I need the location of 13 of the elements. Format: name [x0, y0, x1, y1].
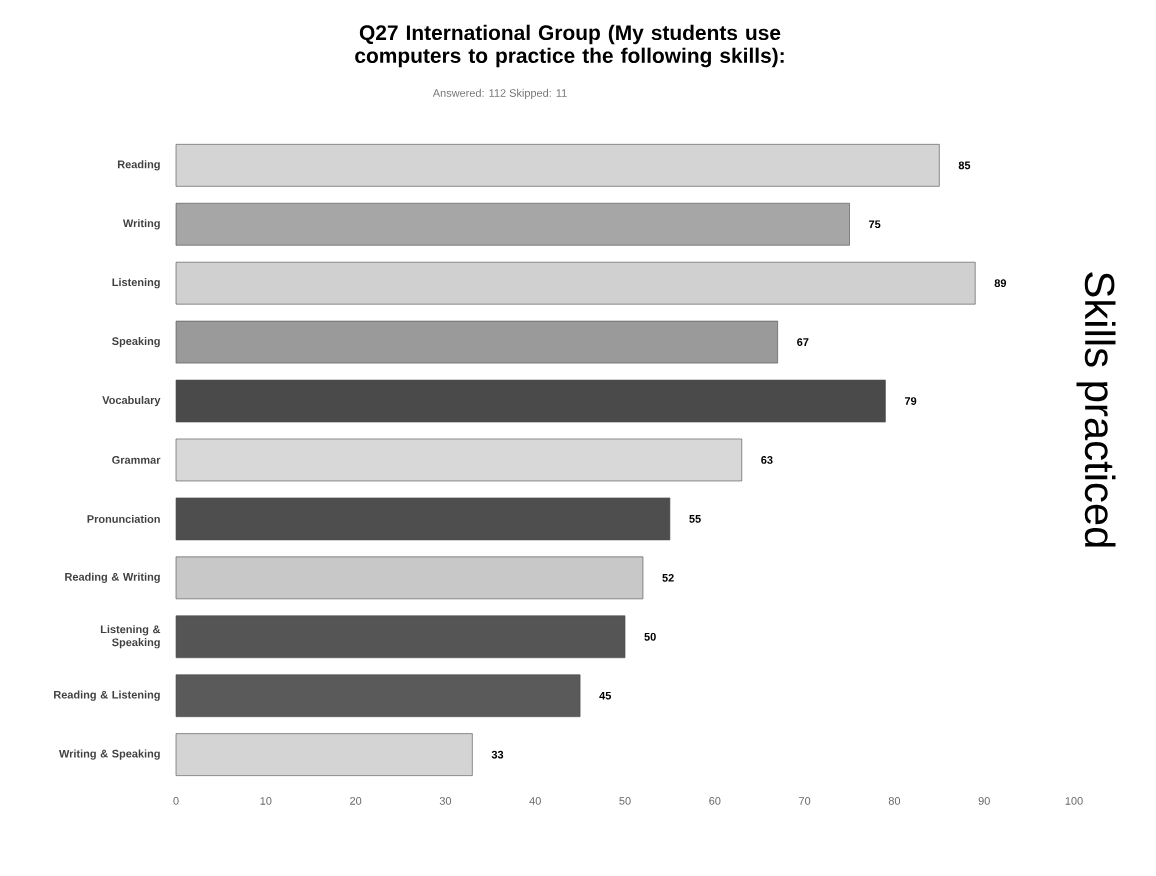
bar: [175, 556, 644, 600]
bar: [175, 733, 473, 776]
bar: [175, 615, 626, 659]
chart-title: Q27 International Group (My students use computers to practice the following skills):: [355, 24, 784, 68]
bar: [175, 497, 671, 541]
bar: [175, 144, 940, 187]
bar: [175, 202, 850, 246]
bar: [175, 261, 976, 305]
bar: [175, 438, 743, 482]
bar: [175, 674, 581, 717]
text: Skills practiced: [1076, 272, 1116, 547]
bar: [175, 379, 886, 423]
bar: [175, 320, 778, 364]
